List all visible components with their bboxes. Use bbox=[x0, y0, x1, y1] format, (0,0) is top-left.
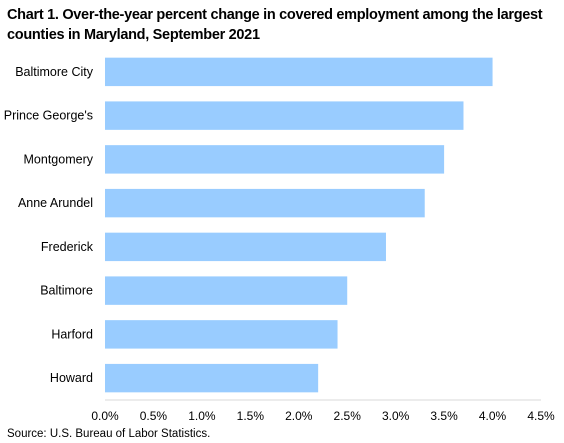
x-tick-label: 1.5% bbox=[237, 409, 265, 423]
category-label: Baltimore bbox=[40, 284, 93, 298]
category-label: Anne Arundel bbox=[18, 196, 93, 210]
category-label: Montgomery bbox=[24, 152, 94, 166]
chart-title: Chart 1. Over-the-year percent change in… bbox=[7, 7, 543, 43]
bars bbox=[105, 57, 493, 393]
category-label: Harford bbox=[51, 327, 93, 341]
x-tick-label: 3.5% bbox=[430, 409, 458, 423]
category-label: Prince George's bbox=[4, 109, 93, 123]
x-tick-label: 4.0% bbox=[479, 409, 507, 423]
x-tick-label: 2.0% bbox=[285, 409, 313, 423]
category-labels: Baltimore City Prince George's Montgomery A… bbox=[4, 65, 94, 385]
bar bbox=[105, 363, 319, 393]
x-axis: 0.0% 0.5% 1.0% 1.5% 2.0% 2.5% 3.0% 3.5% 4.0% 4.5% bbox=[91, 399, 555, 423]
x-tick-label: 1.0% bbox=[188, 409, 216, 423]
bar bbox=[105, 320, 338, 349]
bar bbox=[105, 145, 445, 174]
bar bbox=[105, 57, 493, 87]
bar bbox=[105, 101, 464, 130]
source-note: Source: U.S. Bureau of Labor Statistics. bbox=[7, 428, 211, 440]
bar bbox=[105, 232, 386, 262]
x-tick-label: 3.0% bbox=[382, 409, 410, 423]
x-tick-label: 0.5% bbox=[140, 409, 168, 423]
x-tick-label: 0.0% bbox=[91, 409, 119, 423]
bar bbox=[105, 276, 348, 305]
category-label: Frederick bbox=[41, 240, 94, 254]
category-label: Baltimore City bbox=[15, 65, 94, 79]
category-label: Howard bbox=[50, 371, 93, 385]
bar bbox=[105, 188, 425, 218]
x-tick-label: 4.5% bbox=[527, 409, 555, 423]
x-tick-label: 2.5% bbox=[334, 409, 362, 423]
